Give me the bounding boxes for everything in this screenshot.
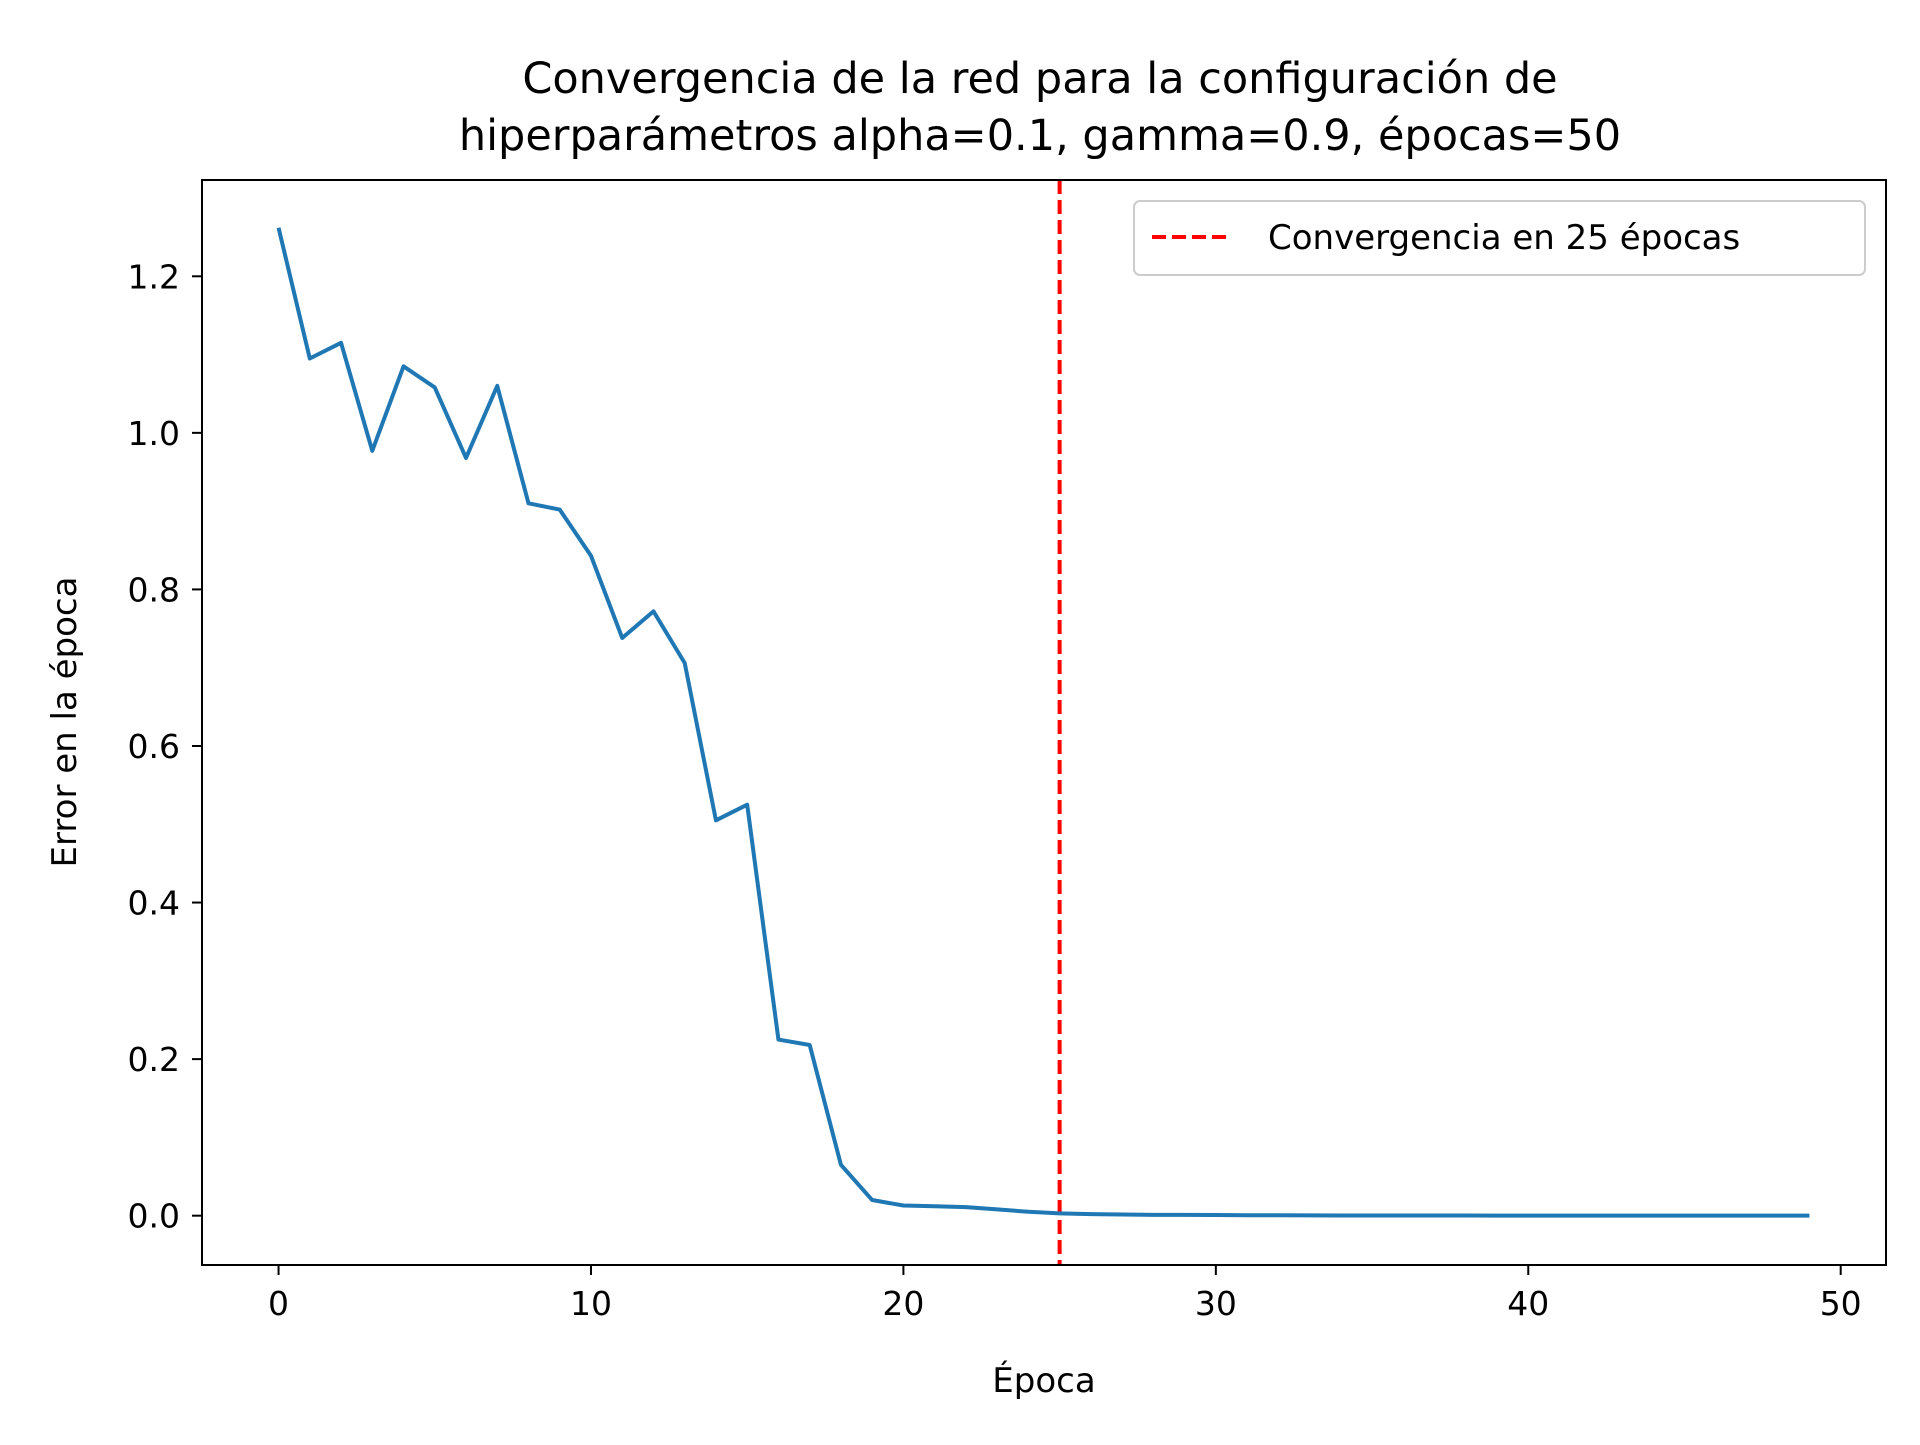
plot-frame — [201, 179, 1887, 1266]
x-axis-ticks: 0 10 20 30 40 50 — [268, 1265, 1862, 1323]
legend-label: Convergencia en 25 épocas — [1268, 218, 1740, 258]
y-tick-label: 0.0 — [128, 1197, 180, 1236]
x-tick-label: 30 — [1195, 1284, 1237, 1323]
x-axis-label: Época — [992, 1360, 1095, 1401]
y-axis-label: Error en la época — [45, 577, 85, 868]
y-tick-label: 1.2 — [128, 257, 180, 296]
x-tick-label: 0 — [268, 1284, 289, 1323]
chart-title-line-1: Convergencia de la red para la configura… — [522, 54, 1557, 104]
y-tick-label: 0.8 — [128, 570, 180, 609]
legend-box — [1133, 200, 1866, 276]
legend: Convergencia en 25 épocas — [1133, 200, 1866, 276]
y-tick-label: 0.6 — [128, 727, 180, 766]
chart-title-line-2: hiperparámetros alpha=0.1, gamma=0.9, ép… — [459, 111, 1621, 161]
x-tick-label: 20 — [882, 1284, 924, 1323]
y-axis-ticks: 0.0 0.2 0.4 0.6 0.8 1.0 1.2 — [128, 257, 202, 1236]
y-tick-label: 0.2 — [128, 1040, 180, 1079]
x-tick-label: 10 — [570, 1284, 612, 1323]
y-tick-label: 0.4 — [128, 884, 180, 923]
series-line — [276, 227, 1810, 1218]
y-tick-label: 1.0 — [128, 414, 180, 453]
series-group — [276, 227, 1810, 1218]
x-tick-label: 40 — [1507, 1284, 1549, 1323]
x-tick-label: 50 — [1820, 1284, 1862, 1323]
